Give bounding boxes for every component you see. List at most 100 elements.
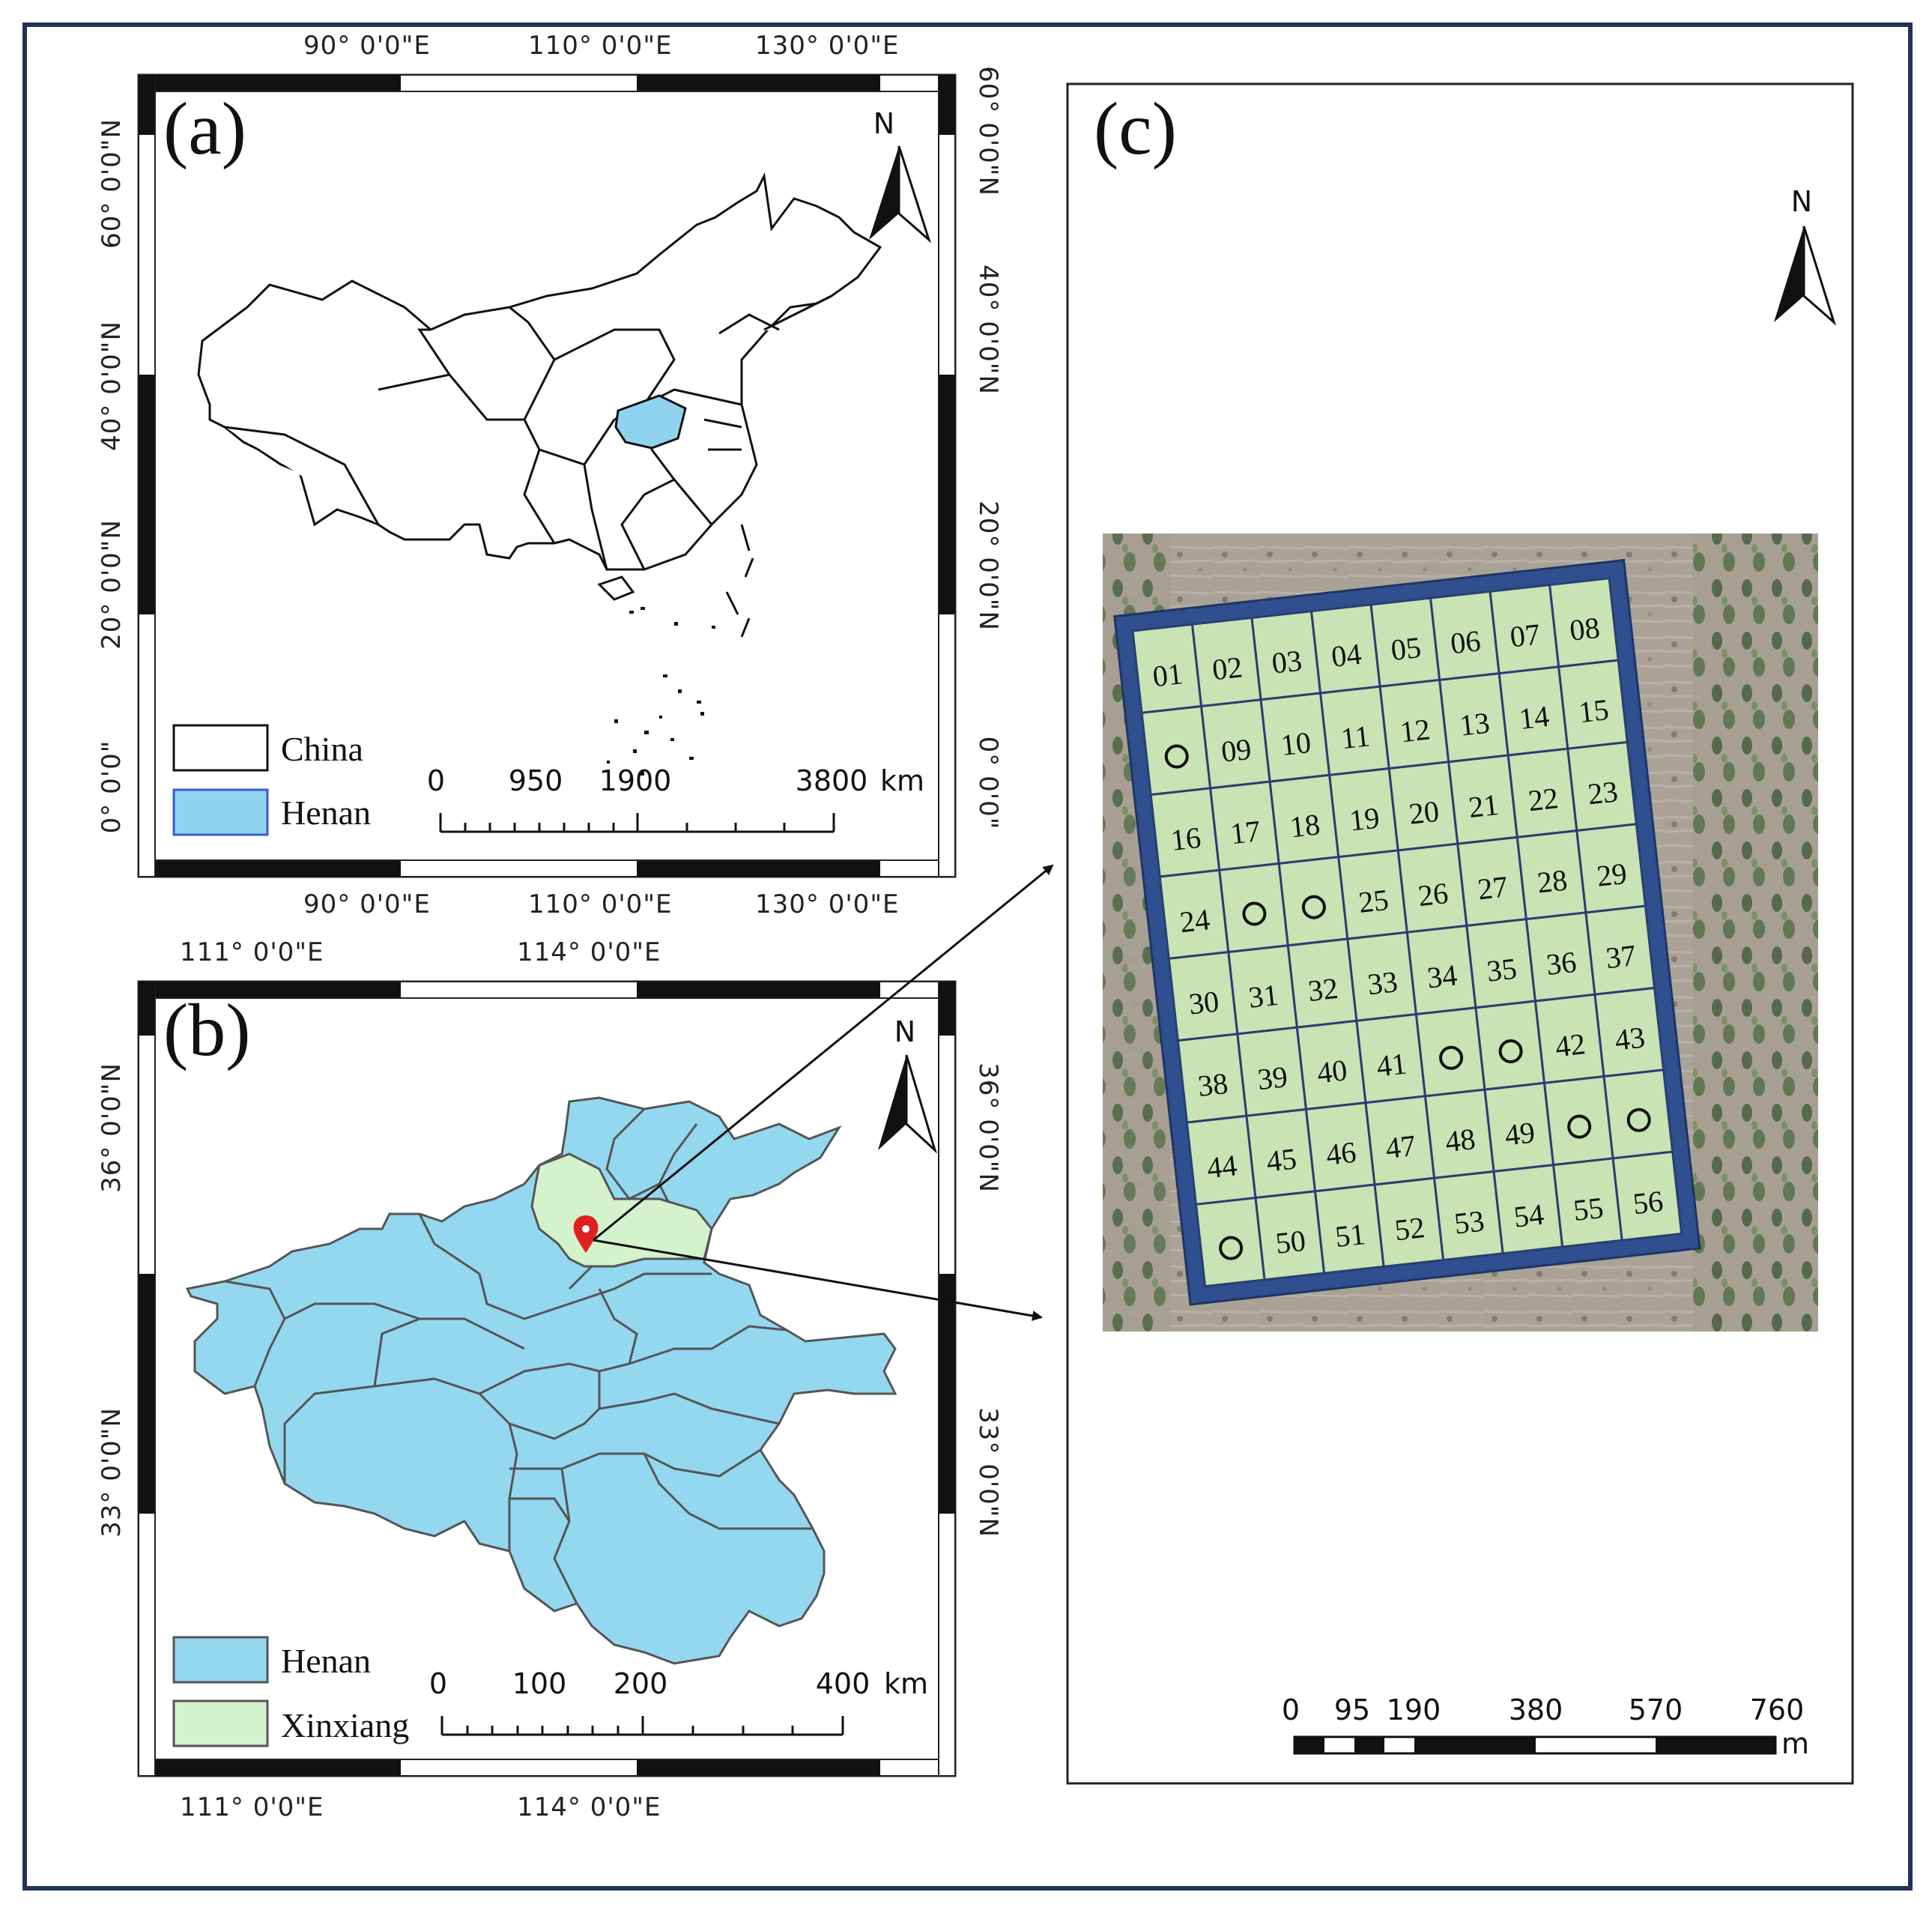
control-plot-circle-icon [1301, 895, 1326, 919]
panel-b-henan-map: (b) 111° 0'0"E 114° 0'0"E 111° 0'0"E 114… [97, 937, 1003, 1822]
plot-cell [1474, 1000, 1546, 1091]
legend-swatch-china [172, 724, 269, 772]
plot-number: 22 [1527, 781, 1560, 818]
plot-number: 13 [1458, 706, 1492, 743]
plot-number: 34 [1426, 958, 1459, 994]
north-arrow-icon: N [1774, 185, 1837, 326]
plot-cell [1194, 1196, 1266, 1288]
panel-a-bottom-lon-130: 130° 0'0"E [755, 889, 899, 919]
panel-a-scale-950: 950 [509, 764, 563, 797]
control-plot-circle-icon [1219, 1236, 1244, 1260]
plot-number: 28 [1536, 863, 1569, 900]
plot-number: 56 [1631, 1184, 1665, 1221]
plot-number: 33 [1366, 964, 1399, 1001]
plot-cell [1140, 704, 1212, 797]
panel-b-scale-200: 200 [614, 1667, 668, 1700]
henan-prefectures [185, 1096, 897, 1665]
panel-c-scale-0: 0 [1282, 1693, 1300, 1726]
plot-cell [1611, 1150, 1683, 1242]
control-plot-circle-icon [1439, 1045, 1464, 1070]
control-plot-circle-icon [1242, 901, 1267, 926]
china-map-outline [197, 172, 882, 601]
panel-a-label: (a) [163, 87, 246, 170]
panel-a-left-lat-20: 20° 0'0"N [97, 519, 127, 650]
north-arrow-icon: N [878, 1015, 938, 1154]
panel-a-scale-0: 0 [427, 764, 445, 797]
panel-b-right-lat-33: 33° 0'0"N [973, 1407, 1003, 1538]
panel-a-bottom-lon-110: 110° 0'0"E [528, 889, 672, 919]
plot-number: 42 [1554, 1027, 1587, 1063]
plot-number: 29 [1595, 856, 1629, 893]
plot-number: 23 [1586, 774, 1620, 811]
plot-number: 48 [1444, 1122, 1477, 1158]
panel-a-scale-1900: 1900 [599, 764, 672, 797]
plot-cell [1602, 1069, 1674, 1160]
panel-b-scale-0: 0 [429, 1667, 447, 1700]
panel-a-china-map: (a) 90° 0'0"E 110° 0'0"E 130° 0'0"E 90° … [97, 31, 1003, 919]
panel-b-label: (b) [163, 988, 251, 1072]
panel-a-top-lon-110: 110° 0'0"E [528, 31, 672, 61]
panel-c-field-plots: (c) N 01 02 03 04 05 06 07 08 09 10 11 12 13 14 15 16 17… [1066, 82, 1854, 1785]
plot-number: 36 [1545, 945, 1578, 982]
plot-number: 03 [1270, 644, 1303, 680]
legend-swatch-henan-b [172, 1636, 269, 1684]
panel-a-right-lat-60: 60° 0'0"N [973, 66, 1003, 196]
legend-label-xinxiang: Xinxiang [281, 1706, 409, 1744]
panel-b-top-lon-111: 111° 0'0"E [180, 937, 324, 967]
plot-grid: 01 02 03 04 05 06 07 08 09 10 11 12 13 14 15 16 17 18 19 20… [1113, 558, 1701, 1306]
plot-number: 21 [1467, 788, 1501, 824]
plot-number: 04 [1330, 637, 1363, 674]
panel-b-left-lat-33: 33° 0'0"N [97, 1407, 127, 1538]
panel-a-right-lat-0: 0° 0'0" [973, 737, 1003, 830]
panel-a-scale-unit: km [880, 764, 924, 797]
plot-number: 37 [1604, 938, 1638, 975]
plot-number: 54 [1512, 1197, 1545, 1234]
henan-province-map [185, 1096, 897, 1665]
panel-c-scale-190: 190 [1387, 1693, 1441, 1726]
plot-number: 01 [1151, 656, 1184, 693]
panel-a-bottom-lon-90: 90° 0'0"E [303, 889, 431, 919]
control-plot-circle-icon [1626, 1107, 1651, 1132]
plot-cell [1414, 1006, 1486, 1098]
panel-a-right-lat-40: 40° 0'0"N [973, 265, 1003, 395]
panel-b-scale-unit: km [884, 1667, 928, 1700]
panel-a-scale-3800: 3800 [796, 764, 868, 797]
panel-a-legend: China Henan [172, 724, 371, 836]
panel-b-scale-100: 100 [512, 1667, 567, 1700]
xinxiang-highlight [530, 1152, 713, 1268]
control-plot-circle-icon [1567, 1114, 1592, 1139]
panel-a-right-lat-20: 20° 0'0"N [973, 501, 1003, 631]
panel-a-scale-bar: 0 950 1900 3800 km [427, 764, 924, 833]
plot-number: 02 [1211, 650, 1244, 686]
plot-number: 43 [1613, 1020, 1647, 1057]
legend-swatch-henan [172, 788, 269, 836]
coastline-dashes [725, 524, 754, 638]
south-china-sea-islands [607, 607, 715, 776]
plot-number: 10 [1279, 725, 1312, 762]
plot-number: 45 [1265, 1141, 1298, 1178]
plot-number: 08 [1568, 611, 1602, 647]
plot-number: 07 [1508, 617, 1542, 653]
figure-frame [22, 22, 1913, 1891]
panel-b-right-lat-36: 36° 0'0"N [973, 1063, 1003, 1193]
plot-number: 47 [1384, 1128, 1417, 1165]
panel-b-north-label: N [894, 1015, 915, 1048]
plot-number: 41 [1375, 1047, 1408, 1084]
plot-number: 24 [1178, 902, 1212, 939]
panel-a-neatline [137, 73, 957, 878]
panel-c-scale-380: 380 [1509, 1693, 1563, 1726]
plot-number: 50 [1274, 1224, 1307, 1260]
panel-c-north-label: N [1791, 185, 1812, 218]
plot-number: 49 [1503, 1115, 1536, 1152]
plot-number: 11 [1339, 719, 1372, 755]
callout-arrows [593, 864, 1054, 1321]
control-plot-circle-icon [1498, 1039, 1523, 1064]
plot-number: 19 [1348, 801, 1381, 838]
panel-b-left-lat-36: 36° 0'0"N [97, 1063, 127, 1193]
location-pin-icon [573, 1215, 599, 1253]
plot-number: 12 [1399, 712, 1432, 749]
panel-b-scale-400: 400 [816, 1667, 870, 1700]
panel-b-bottom-lon-114: 114° 0'0"E [517, 1792, 661, 1822]
plot-number: 09 [1220, 732, 1253, 769]
